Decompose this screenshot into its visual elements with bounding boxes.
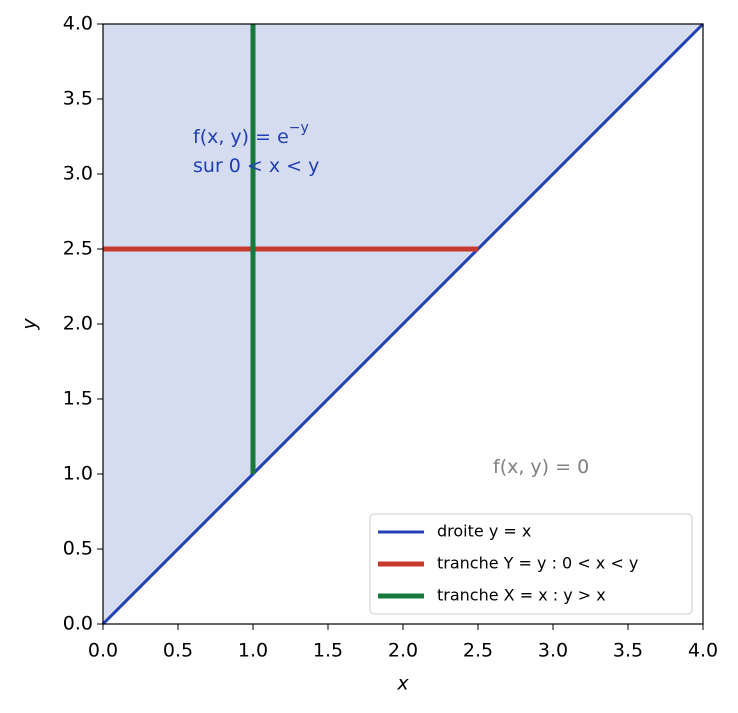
y-tick-label: 2.0 bbox=[63, 313, 93, 335]
annotation: sur 0 < x < y bbox=[193, 155, 319, 177]
x-tick-label: 0.0 bbox=[88, 640, 118, 662]
legend-label: droite y = x bbox=[437, 522, 531, 541]
annotation: f(x, y) = e−y bbox=[193, 120, 309, 148]
legend-box bbox=[369, 513, 693, 615]
legend-label: tranche X = x : y > x bbox=[437, 586, 606, 605]
annotation-sup: −y bbox=[289, 120, 309, 136]
y-tick-label: 1.5 bbox=[63, 388, 93, 410]
x-tick-label: 1.5 bbox=[313, 640, 343, 662]
x-axis-label: x bbox=[396, 673, 409, 695]
x-tick-label: 1.0 bbox=[238, 640, 268, 662]
annotation: f(x, y) = 0 bbox=[493, 456, 589, 478]
y-tick-label: 1.0 bbox=[63, 463, 93, 485]
annotation-text: sur 0 < x < y bbox=[193, 155, 319, 177]
annotation-text: f(x, y) = 0 bbox=[493, 456, 589, 478]
x-tick-label: 0.5 bbox=[163, 640, 193, 662]
y-tick-label: 3.5 bbox=[63, 88, 93, 110]
x-tick-label: 2.0 bbox=[388, 640, 418, 662]
y-tick-label: 0.0 bbox=[63, 613, 93, 635]
series-line bbox=[101, 22, 705, 626]
x-tick-label: 3.0 bbox=[538, 640, 568, 662]
y-tick-label: 0.5 bbox=[63, 538, 93, 560]
x-tick-label: 2.5 bbox=[463, 640, 493, 662]
annotation-text: f(x, y) = e bbox=[193, 126, 289, 148]
legend-label: tranche Y = y : 0 < x < y bbox=[437, 554, 638, 573]
x-tick-label: 3.5 bbox=[613, 640, 643, 662]
y-tick-label: 2.5 bbox=[63, 238, 93, 260]
y-axis-label: y bbox=[19, 318, 41, 331]
x-tick-label: 4.0 bbox=[688, 640, 718, 662]
y-tick-label: 3.0 bbox=[63, 163, 93, 185]
y-tick-label: 4.0 bbox=[63, 13, 93, 35]
